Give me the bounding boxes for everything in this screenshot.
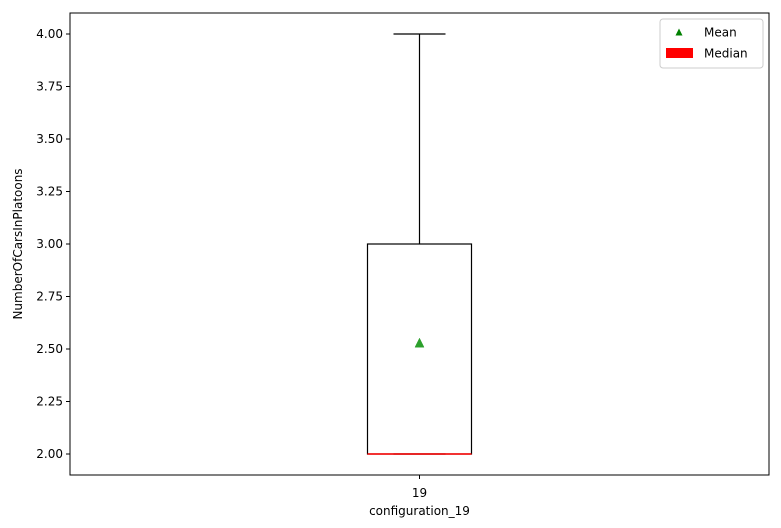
y-axis-label: NumberOfCarsInPlatoons [11,168,25,319]
y-tick-label: 3.00 [36,237,63,251]
y-tick-label: 2.50 [36,342,63,356]
chart-marks [366,33,473,455]
y-tick-label: 2.25 [36,395,63,409]
y-tick-label: 2.00 [36,447,63,461]
y-tick-label: 3.25 [36,185,63,199]
y-tick-label: 3.50 [36,132,63,146]
x-tick-label: 19 [412,486,427,500]
legend-mean-marker [675,28,683,36]
x-axis: 19 [412,475,427,500]
y-tick-label: 3.75 [36,80,63,94]
mean-marker [414,337,425,348]
x-axis-label: configuration_19 [369,504,470,518]
legend: Mean Median [659,18,764,69]
y-axis: 2.00 2.25 2.50 2.75 3.00 3.25 3.50 3.75 4.00 [36,27,70,461]
legend-label: Mean [704,26,737,40]
legend-label: Median [704,47,748,61]
y-tick-label: 4.00 [36,27,63,41]
plot-frame [69,12,770,476]
legend-median-patch [666,48,693,58]
y-tick-label: 2.75 [36,290,63,304]
